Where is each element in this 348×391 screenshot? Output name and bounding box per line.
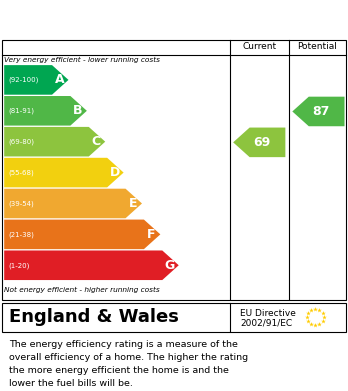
- Text: A: A: [55, 74, 64, 86]
- Text: EU Directive: EU Directive: [240, 309, 296, 318]
- Text: (21-38): (21-38): [8, 231, 34, 238]
- Text: Current: Current: [242, 42, 276, 51]
- Text: (1-20): (1-20): [8, 262, 30, 269]
- Text: E: E: [129, 197, 137, 210]
- Text: (55-68): (55-68): [8, 169, 34, 176]
- Text: England & Wales: England & Wales: [9, 308, 179, 326]
- Text: (92-100): (92-100): [8, 77, 39, 83]
- Text: Energy Efficiency Rating: Energy Efficiency Rating: [9, 13, 229, 27]
- Polygon shape: [4, 65, 69, 95]
- Text: D: D: [109, 166, 120, 179]
- Text: Potential: Potential: [298, 42, 338, 51]
- Text: 87: 87: [312, 105, 330, 118]
- Text: The energy efficiency rating is a measure of the
overall efficiency of a home. T: The energy efficiency rating is a measur…: [9, 340, 248, 387]
- Polygon shape: [4, 251, 179, 280]
- Text: 69: 69: [253, 136, 270, 149]
- Text: Very energy efficient - lower running costs: Very energy efficient - lower running co…: [4, 57, 160, 63]
- Text: F: F: [147, 228, 156, 241]
- Text: G: G: [165, 259, 175, 272]
- Polygon shape: [4, 96, 87, 126]
- Text: (39-54): (39-54): [8, 200, 34, 207]
- Text: (69-80): (69-80): [8, 138, 34, 145]
- Polygon shape: [292, 97, 345, 126]
- Text: (81-91): (81-91): [8, 108, 34, 114]
- Polygon shape: [233, 127, 285, 157]
- Text: C: C: [92, 135, 101, 148]
- Text: 2002/91/EC: 2002/91/EC: [240, 318, 292, 327]
- Polygon shape: [4, 158, 124, 187]
- Text: B: B: [73, 104, 82, 117]
- Polygon shape: [4, 189, 142, 218]
- Polygon shape: [4, 127, 105, 156]
- Polygon shape: [4, 220, 160, 249]
- Text: Not energy efficient - higher running costs: Not energy efficient - higher running co…: [4, 287, 160, 293]
